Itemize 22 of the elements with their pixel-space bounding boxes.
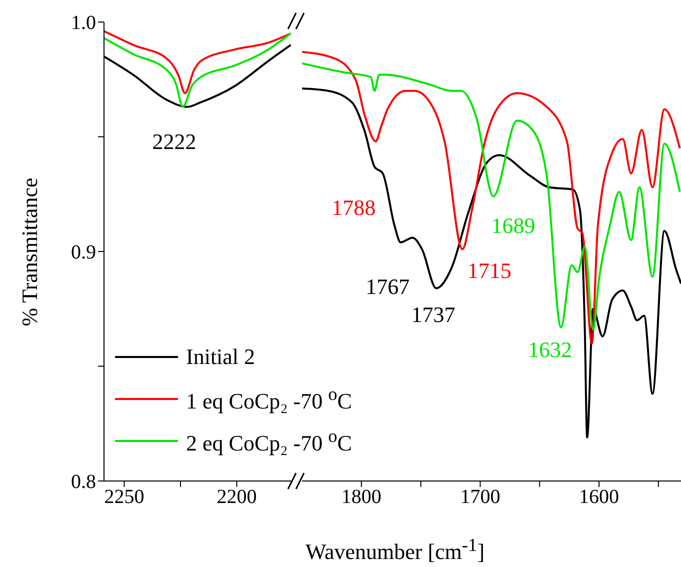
y-axis-title: % Transmittance bbox=[17, 178, 43, 326]
x-tick-label: 1600 bbox=[579, 486, 620, 508]
annotation: 1788 bbox=[330, 194, 377, 222]
x-tick-label: 1700 bbox=[460, 486, 500, 508]
y-tick-label: 0.8 bbox=[71, 471, 96, 494]
line-series bbox=[104, 30, 292, 94]
annotation: 1737 bbox=[410, 301, 456, 330]
annotation: 2222 bbox=[151, 128, 198, 156]
y-tick-label: 0.9 bbox=[71, 242, 96, 264]
x-tick-label: 1800 bbox=[341, 486, 382, 508]
x-tick-label: 2200 bbox=[216, 486, 257, 508]
legend-label: Initial 2 bbox=[186, 344, 256, 370]
x-tick-label: 2250 bbox=[104, 486, 144, 508]
annotation: 1715 bbox=[466, 257, 512, 286]
annotation: 1632 bbox=[527, 336, 573, 364]
annotation: 1689 bbox=[490, 212, 536, 240]
annotation: 1767 bbox=[364, 273, 411, 302]
legend-label: 1 eq CoCp₂ -70 $^{o}$C bbox=[186, 384, 352, 414]
x-axis-title: Wavenumber [cm$^{-1}$] bbox=[305, 534, 485, 566]
y-tick-label: 1.0 bbox=[71, 12, 96, 34]
line-series bbox=[104, 32, 292, 108]
legend-label: 2 eq CoCp₂ -70 $^{o}$C bbox=[186, 426, 352, 456]
